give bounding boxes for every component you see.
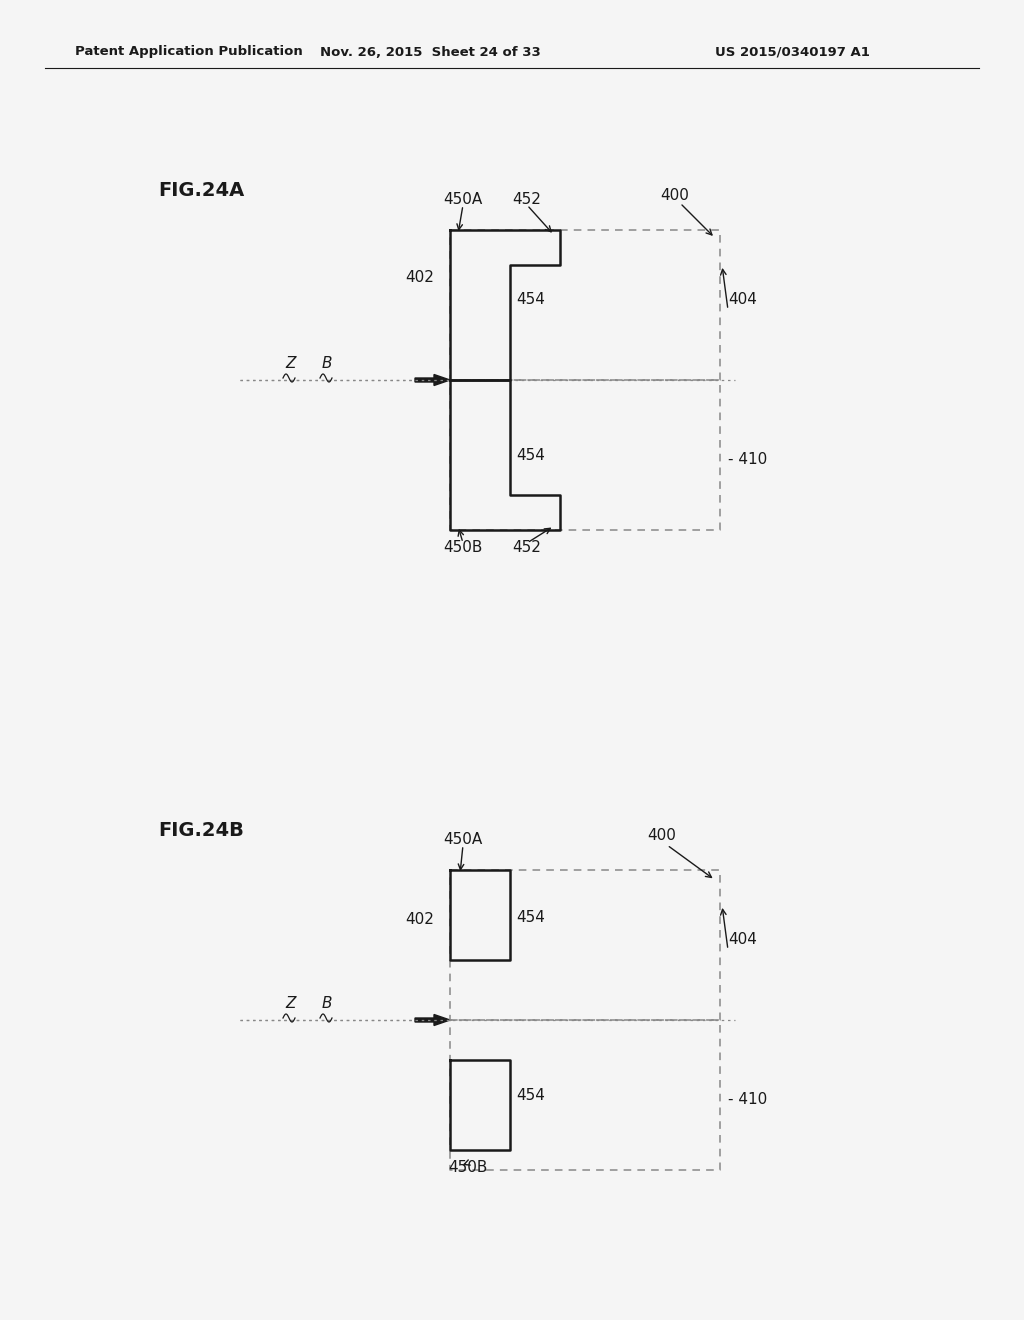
Text: - 410: - 410 (728, 453, 767, 467)
Text: 400: 400 (647, 828, 677, 842)
Text: US 2015/0340197 A1: US 2015/0340197 A1 (715, 45, 870, 58)
Text: 454: 454 (516, 447, 545, 462)
Text: 452: 452 (513, 540, 542, 556)
Text: FIG.24A: FIG.24A (158, 181, 245, 199)
Text: Z: Z (285, 995, 296, 1011)
Text: 402: 402 (406, 271, 434, 285)
Text: 454: 454 (516, 293, 545, 308)
Text: Z: Z (285, 355, 296, 371)
Text: Patent Application Publication: Patent Application Publication (75, 45, 303, 58)
Text: B: B (322, 995, 333, 1011)
Text: 454: 454 (516, 911, 545, 925)
Text: FIG.24B: FIG.24B (158, 821, 244, 840)
Text: 452: 452 (513, 193, 542, 207)
Text: 450B: 450B (443, 540, 482, 556)
FancyArrow shape (415, 375, 450, 385)
Text: 450A: 450A (443, 833, 482, 847)
Text: B: B (322, 355, 333, 371)
Text: 454: 454 (516, 1088, 545, 1102)
FancyArrow shape (415, 1015, 450, 1026)
Text: 400: 400 (660, 187, 689, 202)
Text: 450B: 450B (449, 1160, 487, 1176)
Text: Nov. 26, 2015  Sheet 24 of 33: Nov. 26, 2015 Sheet 24 of 33 (319, 45, 541, 58)
Text: 404: 404 (728, 932, 757, 948)
Text: - 410: - 410 (728, 1093, 767, 1107)
Text: 402: 402 (406, 912, 434, 928)
Text: 404: 404 (728, 293, 757, 308)
Text: 450A: 450A (443, 193, 482, 207)
